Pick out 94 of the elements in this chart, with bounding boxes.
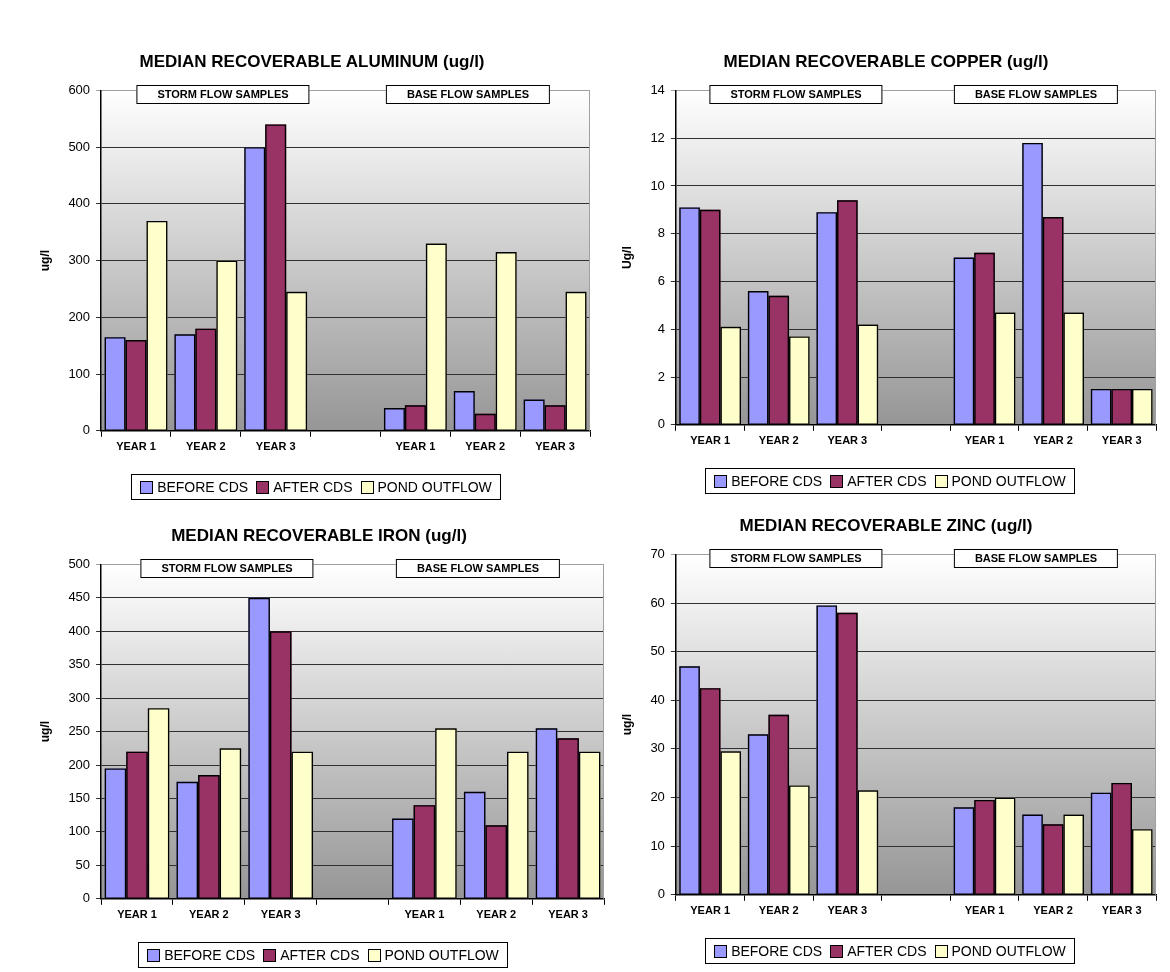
- y-tick-label: 600: [68, 81, 91, 97]
- y-axis-title: ug/l: [37, 720, 52, 743]
- annotation: BASE FLOW SAMPLES: [974, 552, 1098, 564]
- x-tick-label: YEAR 3: [548, 908, 588, 921]
- y-tick-label: 2: [657, 368, 665, 384]
- legend-label: POND OUTFLOW: [384, 947, 499, 963]
- y-tick-label: 250: [68, 723, 91, 739]
- y-tick-label: 60: [650, 594, 665, 610]
- x-tick-label: YEAR 1: [117, 908, 157, 921]
- y-tick-label: 50: [75, 856, 91, 872]
- y-tick-label: 300: [68, 252, 91, 268]
- x-tick-label: YEAR 2: [1033, 904, 1073, 917]
- y-tick-label: 150: [68, 790, 91, 806]
- y-tick-label: 0: [82, 422, 91, 438]
- y-tick-label: 200: [68, 308, 91, 324]
- x-tick-label: YEAR 2: [188, 908, 229, 921]
- y-tick-label: 200: [68, 756, 91, 772]
- text-box: STORM FLOW SAMPLES: [709, 549, 883, 568]
- x-tick-label: YEAR 3: [827, 434, 868, 447]
- legend-label: BEFORE CDS: [164, 947, 256, 963]
- x-tick-label: YEAR 1: [964, 904, 1005, 917]
- y-tick-label: 400: [68, 195, 91, 211]
- x-tick-label: YEAR 2: [476, 908, 517, 921]
- y-tick-label: 450: [68, 589, 91, 605]
- chart-title: MEDIAN RECOVERABLE ZINC (ug/l): [739, 515, 1033, 535]
- legend-label: POND OUTFLOW: [377, 479, 492, 495]
- text-box: STORM FLOW SAMPLES: [140, 559, 314, 578]
- x-tick-label: YEAR 1: [116, 440, 156, 453]
- y-tick-label: 10: [650, 837, 665, 853]
- text-box: STORM FLOW SAMPLES: [709, 85, 883, 104]
- x-tick-label: YEAR 1: [404, 908, 445, 921]
- y-tick-label: 50: [650, 643, 665, 659]
- text-box: STORM FLOW SAMPLES: [136, 85, 310, 104]
- x-tick-label: YEAR 3: [827, 904, 868, 917]
- annotation: STORM FLOW SAMPLES: [730, 552, 862, 564]
- y-tick-label: 0: [82, 890, 91, 906]
- x-tick-label: YEAR 2: [1033, 434, 1073, 447]
- y-tick-label: 40: [650, 691, 665, 707]
- annotation: STORM FLOW SAMPLES: [157, 88, 289, 100]
- text-box: BASE FLOW SAMPLES: [953, 549, 1119, 568]
- y-tick-label: 6: [657, 273, 665, 289]
- y-tick-label: 70: [650, 545, 665, 561]
- legend-label: BEFORE CDS: [731, 943, 823, 959]
- text-box: BASE FLOW SAMPLES: [395, 559, 561, 578]
- y-tick-label: 100: [68, 823, 91, 839]
- y-tick-label: 500: [68, 138, 91, 154]
- x-tick-label: YEAR 2: [465, 440, 506, 453]
- legend-label: BEFORE CDS: [157, 479, 249, 495]
- y-tick-label: 0: [657, 416, 665, 432]
- y-axis-title: ug/l: [619, 713, 634, 736]
- annotation: BASE FLOW SAMPLES: [406, 88, 530, 100]
- y-tick-label: 0: [657, 886, 665, 902]
- y-axis-title: ug/l: [37, 249, 52, 272]
- text-box: BASE FLOW SAMPLES: [953, 85, 1119, 104]
- text-box: BASE FLOW SAMPLES: [385, 85, 551, 104]
- x-tick-label: YEAR 2: [758, 904, 799, 917]
- legend-label: AFTER CDS: [273, 479, 353, 495]
- y-tick-label: 10: [650, 177, 665, 193]
- y-tick-label: 20: [650, 789, 665, 805]
- x-tick-label: YEAR 1: [690, 904, 731, 917]
- x-tick-label: YEAR 3: [260, 908, 301, 921]
- y-tick-label: 500: [68, 555, 91, 571]
- legend-label: AFTER CDS: [847, 943, 927, 959]
- y-tick-label: 4: [657, 320, 665, 336]
- y-tick-label: 350: [68, 656, 91, 672]
- chart-title: MEDIAN RECOVERABLE COPPER (ug/l): [723, 51, 1049, 71]
- legend-label: AFTER CDS: [847, 473, 927, 489]
- legend-label: POND OUTFLOW: [951, 943, 1066, 959]
- y-tick-label: 12: [650, 129, 665, 145]
- chart-title: MEDIAN RECOVERABLE IRON (ug/l): [171, 525, 467, 545]
- x-tick-label: YEAR 1: [964, 434, 1005, 447]
- x-tick-label: YEAR 3: [255, 440, 296, 453]
- annotation: STORM FLOW SAMPLES: [730, 88, 862, 100]
- legend-label: BEFORE CDS: [731, 473, 823, 489]
- legend-label: POND OUTFLOW: [951, 473, 1066, 489]
- x-tick-label: YEAR 3: [535, 440, 575, 453]
- x-tick-label: YEAR 3: [1101, 434, 1142, 447]
- y-tick-label: 300: [68, 689, 91, 705]
- annotation: BASE FLOW SAMPLES: [416, 562, 540, 574]
- x-tick-label: YEAR 2: [185, 440, 226, 453]
- x-tick-label: YEAR 2: [758, 434, 799, 447]
- y-axis-title: Ug/l: [619, 246, 634, 269]
- y-tick-label: 14: [650, 81, 665, 97]
- y-tick-label: 100: [68, 365, 91, 381]
- y-tick-label: 30: [650, 740, 665, 756]
- legend-label: AFTER CDS: [280, 947, 360, 963]
- x-tick-label: YEAR 1: [690, 434, 731, 447]
- y-tick-label: 8: [657, 225, 665, 241]
- x-tick-label: YEAR 1: [395, 440, 436, 453]
- y-tick-label: 400: [68, 622, 91, 638]
- x-tick-label: YEAR 3: [1101, 904, 1142, 917]
- annotation: BASE FLOW SAMPLES: [974, 88, 1098, 100]
- chart-title: MEDIAN RECOVERABLE ALUMINUM (ug/l): [139, 51, 485, 71]
- annotation: STORM FLOW SAMPLES: [161, 562, 293, 574]
